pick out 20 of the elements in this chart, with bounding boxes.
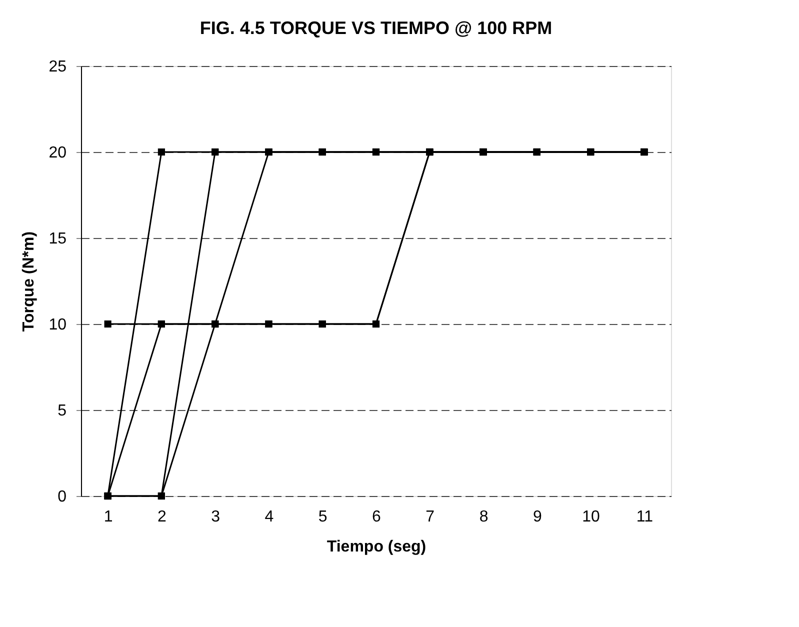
x-tick-label: 10	[582, 508, 600, 526]
y-tick-label: 20	[48, 144, 67, 162]
y-tick-label: 0	[58, 488, 67, 506]
x-tick-label: 9	[532, 508, 542, 526]
x-tick-label: 2	[158, 508, 166, 526]
x-tick-label: 4	[264, 508, 274, 526]
x-tick-label: 11	[636, 508, 654, 526]
y-axis-title: Torque (N*m)	[20, 231, 38, 332]
x-tick-label: 7	[426, 508, 435, 526]
x-axis-title: Tiempo (seg)	[326, 538, 426, 556]
y-tick-label: 15	[48, 230, 67, 248]
y-tick-label: 10	[48, 316, 67, 334]
x-tick-label: 5	[318, 508, 328, 526]
chart-title: FIG. 4.5 TORQUE VS TIEMPO @ 100 RPM	[200, 18, 552, 38]
y-tick-label: 25	[48, 58, 67, 76]
x-tick-label: 1	[104, 508, 113, 526]
y-tick-label: 5	[58, 402, 67, 420]
x-tick-label: 3	[211, 508, 220, 526]
x-tick-label: 8	[479, 508, 488, 526]
x-tick-label: 6	[372, 508, 382, 526]
